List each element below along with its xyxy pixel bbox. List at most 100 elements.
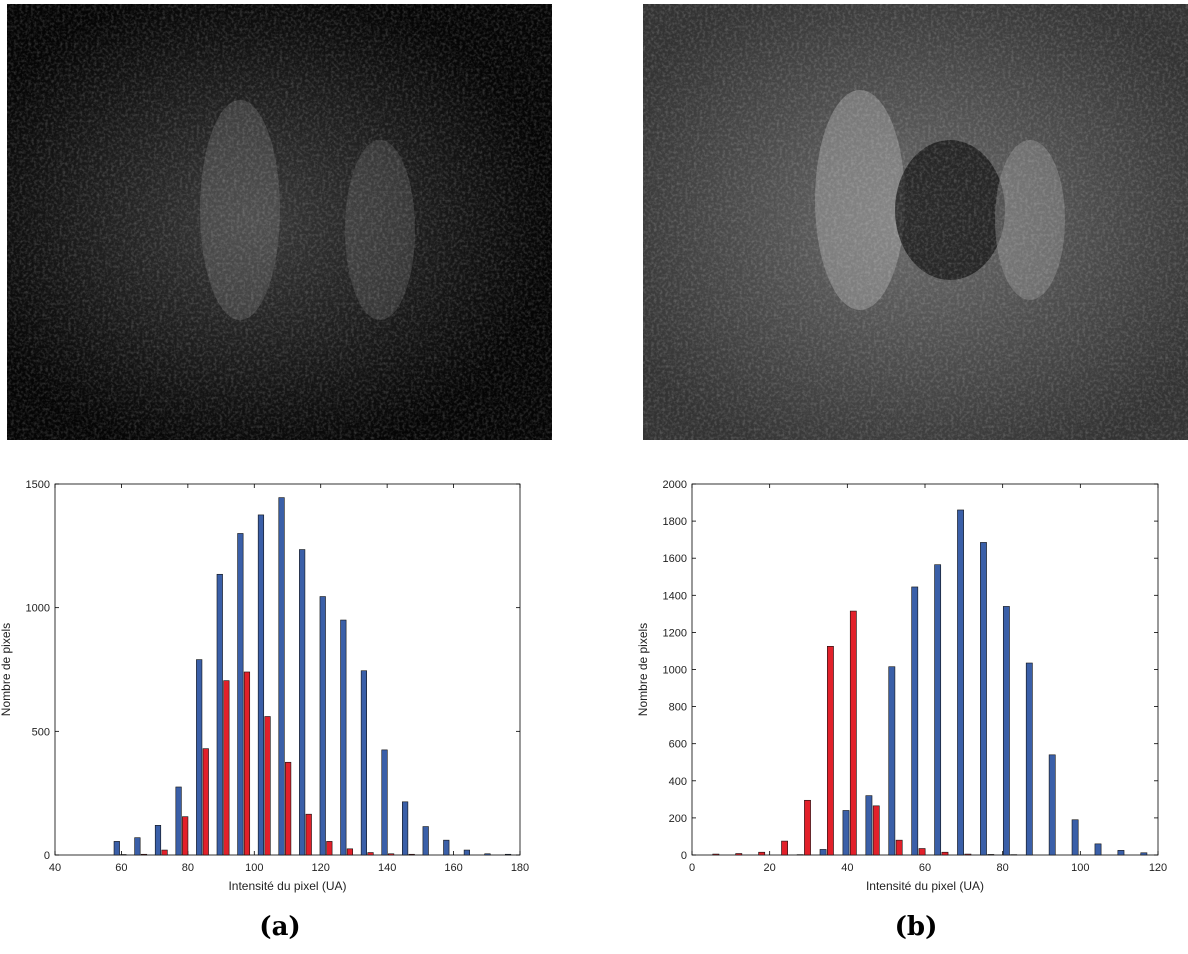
bar xyxy=(176,787,182,855)
y-axis-label: Nombre de pixels xyxy=(0,623,13,716)
bar xyxy=(409,854,415,855)
bar xyxy=(1003,606,1009,855)
bar xyxy=(1095,844,1101,855)
bar xyxy=(988,854,994,855)
bar xyxy=(505,854,511,855)
bar xyxy=(1141,853,1147,855)
bar xyxy=(820,849,826,855)
bar xyxy=(866,796,872,855)
x-tick-label: 140 xyxy=(378,862,396,874)
bar xyxy=(203,749,209,855)
y-tick-label: 1800 xyxy=(663,516,687,528)
y-tick-label: 500 xyxy=(32,726,50,738)
x-tick-label: 40 xyxy=(841,862,853,874)
bar xyxy=(919,849,925,855)
bar xyxy=(341,620,347,855)
x-tick-label: 40 xyxy=(49,862,61,874)
y-tick-label: 0 xyxy=(681,850,687,862)
bar xyxy=(889,667,895,855)
x-tick-label: 80 xyxy=(182,862,194,874)
y-tick-label: 1200 xyxy=(663,627,687,639)
bar xyxy=(141,854,147,855)
bar xyxy=(361,671,367,855)
x-tick-label: 60 xyxy=(115,862,127,874)
bar xyxy=(736,854,742,855)
bar xyxy=(759,852,765,855)
plot-area xyxy=(692,484,1158,855)
bar xyxy=(217,574,223,855)
y-axis-label: Nombre de pixels xyxy=(636,623,650,716)
x-tick-label: 100 xyxy=(245,862,263,874)
bar xyxy=(1072,820,1078,855)
x-tick-label: 80 xyxy=(997,862,1009,874)
x-axis-label: Intensité du pixel (UA) xyxy=(866,879,984,893)
y-tick-label: 400 xyxy=(669,776,687,788)
bar xyxy=(980,542,986,855)
y-tick-label: 1000 xyxy=(663,665,687,677)
y-tick-label: 1600 xyxy=(663,553,687,565)
y-tick-label: 600 xyxy=(669,739,687,751)
bar xyxy=(804,800,810,855)
x-tick-label: 120 xyxy=(1149,862,1167,874)
bar xyxy=(244,672,250,855)
bar xyxy=(873,806,879,855)
bar xyxy=(965,854,971,855)
bar xyxy=(1049,755,1055,855)
x-tick-label: 60 xyxy=(919,862,931,874)
bar xyxy=(265,716,271,855)
bar xyxy=(935,565,941,855)
bar xyxy=(258,515,264,855)
y-tick-label: 1500 xyxy=(26,479,50,491)
y-tick-label: 200 xyxy=(669,813,687,825)
bar xyxy=(368,853,374,855)
bar xyxy=(912,587,918,855)
x-tick-label: 120 xyxy=(312,862,330,874)
bar xyxy=(279,498,285,855)
bar xyxy=(713,854,719,855)
bar xyxy=(182,817,188,855)
y-tick-label: 1000 xyxy=(26,603,50,615)
bar xyxy=(850,611,856,855)
caption: (a) xyxy=(259,912,300,942)
bar xyxy=(162,850,168,855)
x-tick-label: 100 xyxy=(1071,862,1089,874)
caption: (b) xyxy=(895,912,938,942)
bar xyxy=(1026,663,1032,855)
bar xyxy=(114,841,120,855)
bar xyxy=(299,550,305,855)
bar xyxy=(285,762,291,855)
bar xyxy=(1118,850,1124,855)
bar xyxy=(196,660,202,855)
bar xyxy=(224,681,230,855)
x-axis-label: Intensité du pixel (UA) xyxy=(228,879,346,893)
bar xyxy=(320,597,326,855)
x-tick-label: 160 xyxy=(444,862,462,874)
bar xyxy=(135,838,141,855)
y-tick-label: 800 xyxy=(669,702,687,714)
bar xyxy=(306,814,312,855)
bar xyxy=(423,827,429,855)
bar xyxy=(942,852,948,855)
bar xyxy=(347,849,353,855)
bar xyxy=(896,840,902,855)
bar xyxy=(464,850,470,855)
bar xyxy=(782,841,788,855)
x-tick-label: 0 xyxy=(689,862,695,874)
bar xyxy=(957,510,963,855)
bar xyxy=(444,840,450,855)
photo-a xyxy=(7,4,552,440)
y-tick-label: 0 xyxy=(44,850,50,862)
bar xyxy=(382,750,388,855)
y-tick-label: 1400 xyxy=(663,590,687,602)
bar xyxy=(238,533,244,855)
bar xyxy=(155,825,161,855)
bar xyxy=(388,854,394,855)
y-tick-label: 2000 xyxy=(663,479,687,491)
bar xyxy=(843,810,849,855)
photo-b xyxy=(643,4,1188,440)
x-tick-label: 20 xyxy=(764,862,776,874)
bar xyxy=(327,841,333,855)
bar xyxy=(827,646,833,855)
